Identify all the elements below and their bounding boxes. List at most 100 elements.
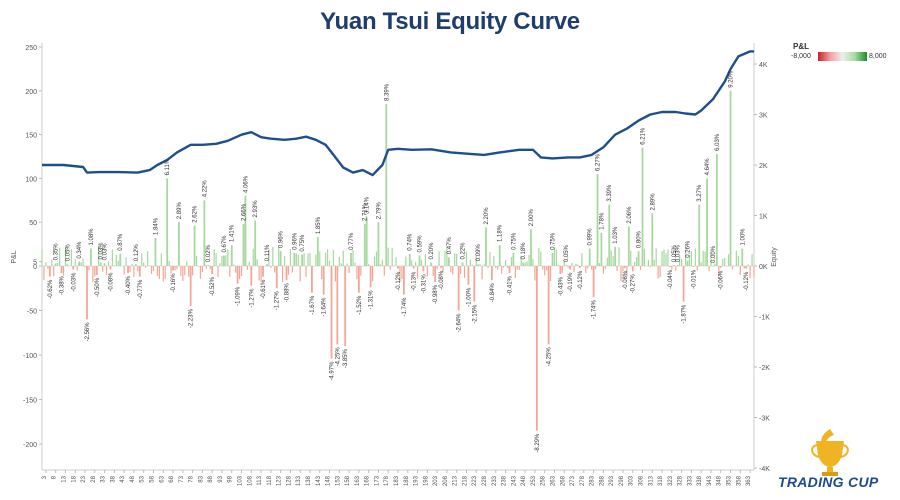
pnl-data-label: 0.09% [476,244,482,262]
pnl-bar [363,223,366,266]
x-tick-label: 353 [727,475,733,486]
x-tick-label: 143 [316,475,322,486]
x-tick-label: 238 [502,475,508,486]
pnl-filler-bar [710,252,712,266]
pnl-filler-bar [192,266,194,276]
x-tick-label: 213 [453,475,459,486]
pnl-filler-bar [129,266,131,272]
pnl-filler-bar [182,266,184,281]
pnl-data-label: -0.04% [668,269,674,289]
pnl-filler-bar [749,266,751,279]
y-tick-label: 150 [25,133,37,140]
y2-tick-label: -3K [759,416,770,423]
x-tick-label: 338 [697,475,703,486]
pnl-data-label: 1.03% [613,226,619,244]
pnl-filler-bar [501,266,503,274]
pnl-data-label: -0.98% [433,284,439,304]
pnl-filler-bar [219,263,221,266]
pnl-filler-bar [235,266,237,273]
x-tick-label: 38 [110,475,116,482]
color-legend-max: 8,000 [869,53,887,60]
pnl-bar [322,266,325,295]
pnl-filler-bar [94,266,96,277]
pnl-filler-bar [401,266,403,280]
pnl-data-label: -1.27% [249,288,255,308]
pnl-filler-bar [274,266,276,273]
pnl-filler-bar [238,266,241,280]
pnl-data-label: 1.78% [599,212,605,230]
pnl-filler-bar [540,251,542,266]
pnl-filler-bar [53,266,55,277]
pnl-filler-bar [229,266,231,277]
pnl-filler-bar [708,266,710,272]
pnl-data-label: -1.27% [275,291,281,311]
pnl-filler-bar [544,266,546,276]
pnl-filler-bar [199,266,202,279]
pnl-bar [408,253,411,266]
x-tick-label: 73 [179,475,185,482]
pnl-data-label: -1.52% [357,295,363,315]
pnl-bar [698,204,701,266]
pnl-bar [172,266,174,271]
pnl-filler-bar [205,266,207,269]
pnl-bar [138,266,141,277]
pnl-bar [223,255,225,266]
pnl-filler-bar [469,259,471,266]
pnl-data-label: 2.93% [253,200,259,218]
pnl-bar [712,266,714,267]
pnl-filler-bar [321,266,323,280]
pnl-filler-bar [549,266,552,281]
pnl-filler-bar [618,247,620,266]
pnl-filler-bar [59,247,61,266]
pnl-filler-bar [571,262,573,266]
pnl-data-label: 0.26% [685,240,691,258]
pnl-data-label: -2.15% [472,304,478,324]
pnl-bar [285,266,288,281]
pnl-filler-bar [260,266,262,281]
x-tick-label: 13 [61,475,67,482]
pnl-data-label: 2.00% [529,209,535,227]
pnl-filler-bar [88,266,90,271]
pnl-filler-bar [334,266,337,282]
pnl-bar [624,266,626,268]
pnl-bar [457,266,460,311]
pnl-data-label: -4.97% [329,361,335,381]
pnl-filler-bar [675,266,677,271]
pnl-filler-bar [753,266,755,278]
pnl-data-label: 0.03% [676,244,682,262]
pnl-bar [385,103,388,266]
pnl-data-label: 1.41% [230,224,236,242]
pnl-bar [412,266,415,269]
pnl-data-label: 0.03% [99,242,105,260]
pnl-filler-bar [731,266,734,270]
pnl-filler-bar [694,248,696,266]
pnl-filler-bar [283,256,286,266]
pnl-filler-bar [663,249,665,266]
pnl-bars [41,90,755,431]
pnl-bar [154,237,157,266]
pnl-filler-bar [186,260,188,266]
pnl-filler-bar [356,266,358,280]
pnl-bar [301,254,304,266]
pnl-filler-bar [287,266,290,275]
equity-curve-layer [42,50,754,177]
pnl-bar [579,266,581,268]
pnl-filler-bar [43,266,45,280]
pnl-filler-bar [587,266,589,269]
pnl-data-label: -0.38% [60,275,66,295]
x-tick-label: 68 [169,475,175,482]
pnl-data-label: 1.00% [740,228,746,246]
pnl-filler-bar [348,266,350,274]
pnl-filler-bar [681,258,683,266]
pnl-bar [522,262,525,266]
pnl-bar [440,266,442,268]
pnl-filler-bar [520,255,522,266]
pnl-data-label: 2.66% [241,203,247,221]
pnl-filler-bar [76,266,78,271]
pnl-data-label: 6.27% [596,153,602,171]
pnl-filler-bar [168,260,170,266]
pnl-filler-bar [553,247,556,266]
pnl-filler-bar [256,259,258,266]
pnl-filler-bar [626,266,628,277]
pnl-filler-bar [405,256,407,266]
